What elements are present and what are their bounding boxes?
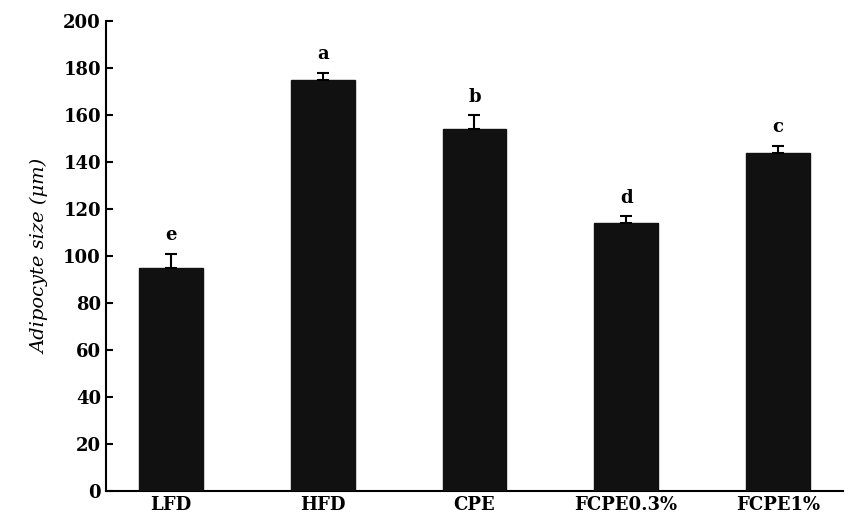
Text: a: a: [317, 45, 328, 63]
Text: c: c: [772, 118, 783, 136]
Bar: [594, 223, 658, 491]
Bar: [140, 268, 203, 491]
Text: d: d: [620, 188, 632, 206]
Y-axis label: Adipocyte size (μm): Adipocyte size (μm): [31, 158, 50, 354]
Text: b: b: [468, 88, 481, 106]
Bar: [442, 129, 506, 491]
Bar: [291, 80, 355, 491]
Bar: [746, 153, 810, 491]
Text: e: e: [165, 227, 177, 244]
